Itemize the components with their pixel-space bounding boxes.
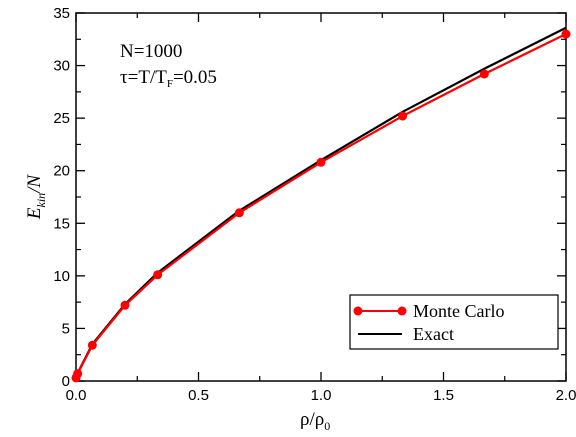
x-tick-label: 1.0	[311, 387, 332, 404]
data-point-monte-carlo	[87, 340, 97, 350]
axis-ticks: 0.0 0.5 1.0 1.5 2.0 0 5 10 15 20 25 30 35	[53, 5, 576, 404]
data-point-monte-carlo	[234, 208, 244, 218]
x-tick-label: 0.0	[66, 387, 87, 404]
y-tick-label: 20	[53, 163, 70, 180]
annotation-tau: τ=T/TF=0.05	[120, 67, 217, 90]
series-layer	[71, 26, 571, 383]
y-axis-title: Ekin/N	[24, 174, 48, 221]
legend: Monte Carlo Exact	[349, 294, 559, 350]
y-tick-label: 35	[53, 5, 70, 22]
data-point-monte-carlo	[153, 270, 163, 280]
y-tick-label: 10	[53, 268, 70, 285]
y-tick-label: 30	[53, 58, 70, 75]
data-point-monte-carlo	[561, 29, 571, 39]
y-tick-label: 0	[62, 373, 70, 390]
legend-marker-monte-carlo	[353, 306, 363, 316]
legend-label-monte-carlo: Monte Carlo	[413, 301, 505, 321]
y-tick-label: 25	[53, 110, 70, 127]
series-line-monte-carlo	[74, 33, 567, 379]
legend-label-exact: Exact	[413, 324, 454, 344]
legend-marker-monte-carlo	[397, 306, 407, 316]
x-tick-label: 0.5	[188, 387, 209, 404]
y-tick-label: 15	[53, 215, 70, 232]
data-point-monte-carlo	[73, 369, 83, 379]
x-tick-label: 2.0	[556, 387, 576, 404]
y-tick-label: 5	[62, 320, 70, 337]
annotation-n: N=1000	[120, 41, 182, 62]
x-tick-label: 1.5	[433, 387, 454, 404]
data-point-monte-carlo	[398, 111, 408, 121]
data-point-monte-carlo	[120, 300, 130, 310]
data-point-monte-carlo	[316, 157, 326, 167]
x-axis-title: ρ/ρ0	[300, 409, 330, 433]
legend-box	[349, 294, 559, 350]
data-point-monte-carlo	[479, 69, 489, 79]
